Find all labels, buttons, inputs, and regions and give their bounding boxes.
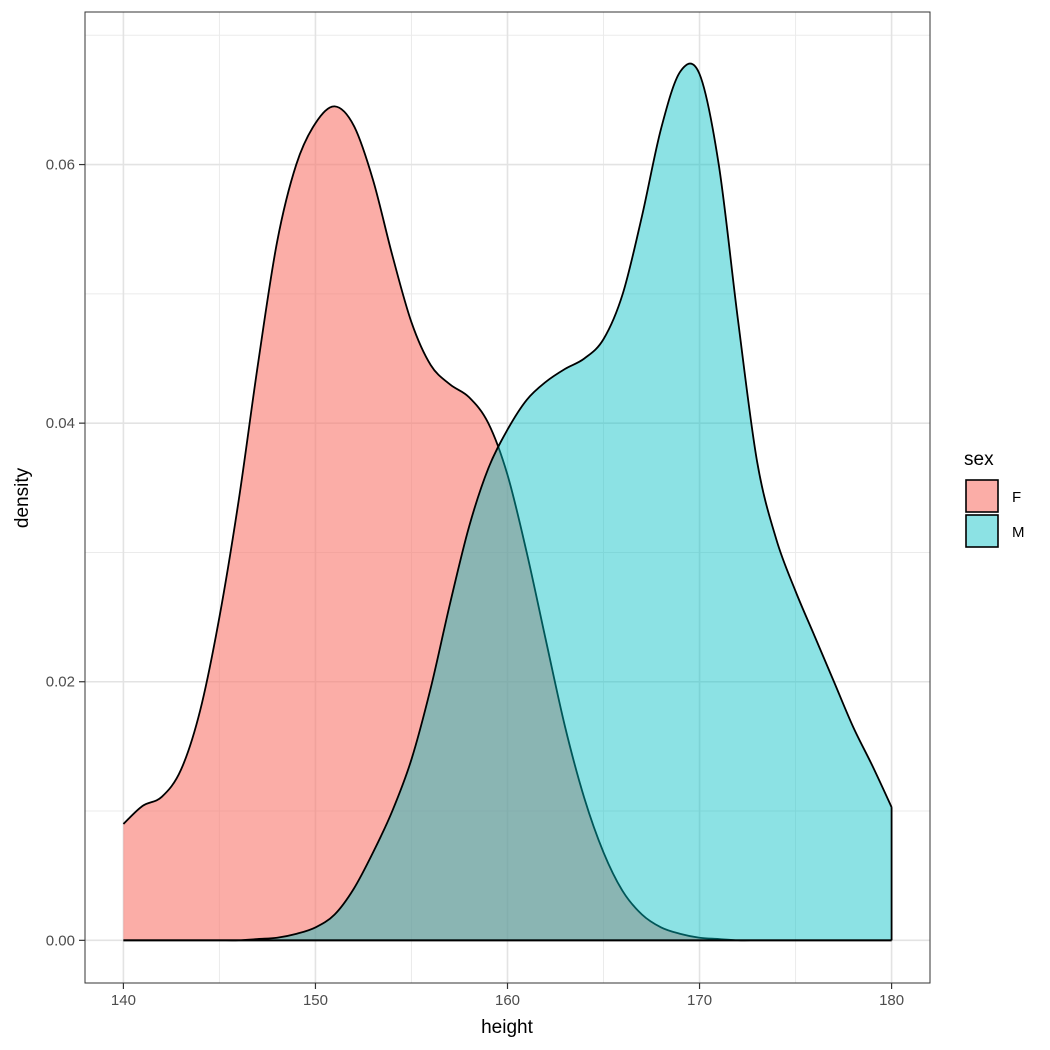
y-axis: 0.00 0.02 0.04 0.06 [46, 157, 85, 949]
legend-key-M: M [965, 514, 1025, 548]
x-tick-label: 170 [687, 992, 712, 1009]
x-tick-label: 160 [495, 992, 520, 1009]
density-outline-M [123, 62, 893, 942]
legend-swatch-fill [965, 514, 999, 548]
y-tick-label: 0.04 [46, 415, 75, 432]
legend-key-F: F [965, 479, 1021, 513]
legend-label: M [1012, 524, 1025, 541]
density-area-M [123, 63, 892, 941]
legend-title: sex [964, 449, 994, 470]
density-series [122, 62, 893, 942]
legend-swatch-fill [965, 479, 999, 513]
x-axis: 140 150 160 170 180 [111, 983, 904, 1009]
legend-label: F [1012, 489, 1021, 506]
density-area-F [123, 106, 892, 941]
series-M [123, 62, 893, 942]
legend-swatch [966, 515, 998, 547]
x-tick-label: 140 [111, 992, 136, 1009]
x-axis-title: height [481, 1017, 533, 1038]
x-tick-label: 180 [879, 992, 904, 1009]
y-tick-label: 0.06 [46, 157, 75, 174]
legend: sex F M [964, 449, 1025, 548]
x-tick-label: 150 [303, 992, 328, 1009]
y-axis-title: density [12, 467, 33, 528]
y-tick-label: 0.00 [46, 932, 75, 949]
y-tick-label: 0.02 [46, 674, 75, 691]
